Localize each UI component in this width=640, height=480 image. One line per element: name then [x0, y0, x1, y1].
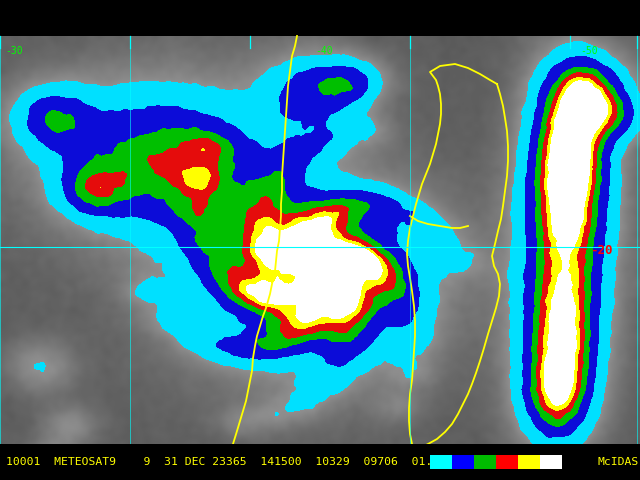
Text: -20: -20: [590, 244, 612, 257]
Text: 10001  METEOSAT9    9  31 DEC 23365  141500  10329  09706  01.00: 10001 METEOSAT9 9 31 DEC 23365 141500 10…: [6, 457, 446, 467]
Bar: [452, 455, 474, 469]
Bar: [474, 455, 496, 469]
Bar: [540, 455, 562, 469]
Bar: [496, 455, 518, 469]
Bar: [0, 444, 640, 480]
Bar: [430, 455, 452, 469]
Text: -50: -50: [580, 46, 598, 56]
Text: -30: -30: [5, 46, 22, 56]
Bar: [518, 455, 540, 469]
Text: McIDAS: McIDAS: [598, 457, 639, 467]
Text: -40: -40: [315, 46, 333, 56]
